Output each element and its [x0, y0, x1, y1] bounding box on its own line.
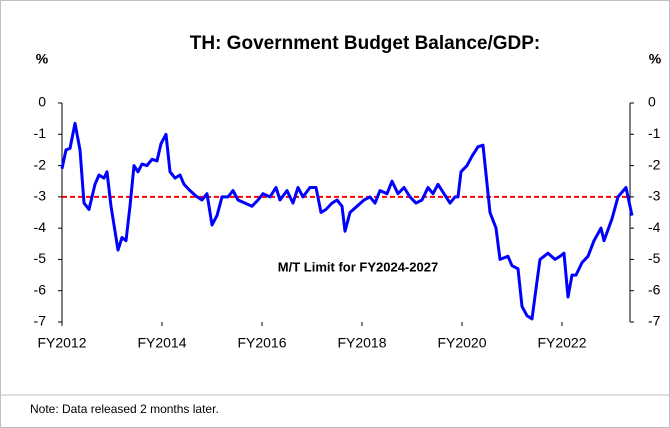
y-tick-label: -1	[34, 125, 47, 141]
y-tick-label: -4	[34, 219, 47, 235]
y-tick-label: -7	[34, 313, 47, 329]
reference-label: M/T Limit for FY2024-2027	[278, 259, 438, 274]
y2-tick-label: -5	[648, 250, 661, 266]
y2-tick-label: -6	[648, 281, 661, 297]
y2-tick-label: -3	[648, 188, 661, 204]
chart-title: TH: Government Budget Balance/GDP:	[190, 33, 541, 54]
y2-axis-label: %	[649, 51, 662, 67]
y2-tick-label: -4	[648, 219, 661, 235]
x-tick-label: FY2020	[437, 335, 486, 351]
y-tick-label: 0	[38, 94, 46, 110]
x-tick-label: FY2016	[237, 335, 286, 351]
x-tick-label: FY2012	[37, 335, 86, 351]
data-line	[60, 121, 634, 321]
y-tick-label: -2	[34, 156, 47, 172]
y2-tick-label: -1	[648, 125, 661, 141]
x-tick-label: FY2018	[337, 335, 386, 351]
y-tick-label: -3	[34, 188, 47, 204]
x-tick-label: FY2014	[137, 335, 186, 351]
y-tick-label: -6	[34, 281, 47, 297]
x-tick-label: FY2022	[537, 335, 586, 351]
note: Note: Data released 2 months later.	[30, 402, 219, 416]
y2-tick-label: -2	[648, 156, 661, 172]
y-axis-label: %	[36, 51, 49, 67]
y2-tick-label: -7	[648, 313, 661, 329]
y2-tick-label: 0	[648, 94, 656, 110]
y-tick-label: -5	[34, 250, 47, 266]
